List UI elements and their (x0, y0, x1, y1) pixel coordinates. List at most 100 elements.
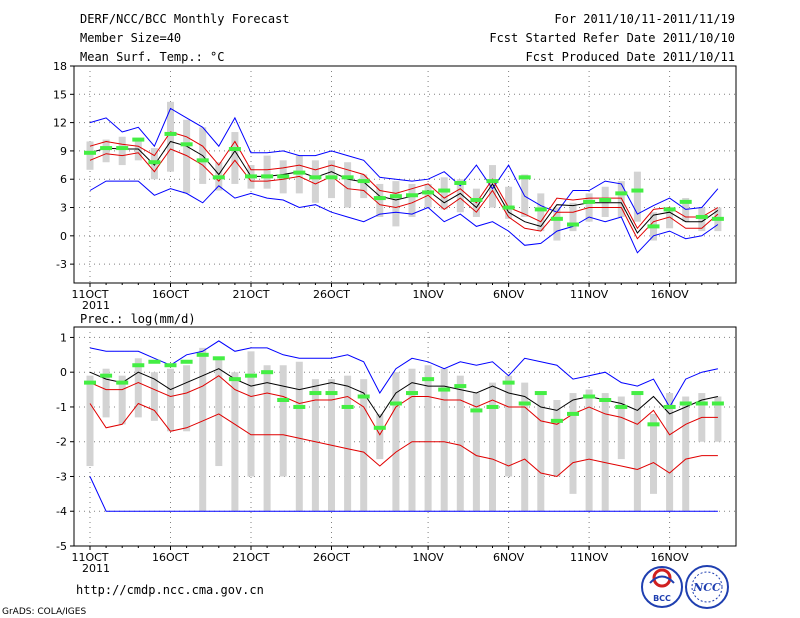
prec-box (295, 361, 303, 512)
prec-median-marker (583, 394, 596, 399)
prec-median-marker (647, 422, 660, 427)
prec-median-marker (663, 404, 676, 409)
temp-median-marker (148, 160, 161, 165)
temp-ytick-label: 15 (53, 88, 67, 101)
prec-box (344, 375, 352, 512)
prec-median-marker (261, 370, 274, 375)
temp-median-marker (389, 194, 402, 199)
temp-year-label: 2011 (82, 299, 110, 312)
prec-median-marker (550, 418, 563, 423)
temp-box (231, 132, 239, 184)
temp-box (183, 119, 191, 194)
temp-median-marker (647, 224, 660, 229)
temp-ytick-label: -3 (56, 258, 67, 271)
prec-box (86, 375, 94, 467)
source-url: http://cmdp.ncc.cma.gov.cn (76, 583, 264, 597)
temp-box (118, 136, 126, 166)
temp-box (633, 171, 641, 222)
prec-series-upper-spread (89, 375, 718, 436)
ncc-logo-text: NCC (692, 581, 721, 594)
prec-series-ensemble-mean (89, 368, 719, 419)
prec-xtick-label: 11OCT (71, 551, 108, 564)
prec-median-marker (164, 363, 177, 368)
prec-median-marker (212, 356, 225, 361)
prec-ytick-label: 1 (60, 331, 67, 344)
temp-box (376, 183, 384, 217)
temperature-panel: -3 0 3 6 9 12 15 18 11OCT 16OCT 21OCT 26OCT 1NOV 6NOV… (53, 60, 737, 312)
prec-box (199, 347, 207, 512)
produced-date: Fcst Produced Date 2011/10/11 (525, 50, 735, 64)
prec-median-marker (695, 401, 708, 406)
prec-box (134, 358, 142, 418)
prec-frame (73, 326, 737, 547)
prec-median-marker (357, 394, 370, 399)
temp-median-marker (695, 214, 708, 219)
prec-series-lower-spread (89, 402, 718, 478)
prec-ytick-label: -4 (56, 505, 67, 518)
temp-median-marker (615, 191, 628, 196)
prec-xtick-label: 16NOV (650, 551, 689, 564)
chart-title: DERF/NCC/BCC Monthly Forecast (80, 12, 290, 26)
prec-median-marker (341, 404, 354, 409)
temp-series-ensemble-mean (89, 140, 719, 234)
temp-box (537, 193, 545, 232)
temp-median-marker (245, 174, 257, 179)
member-size: Member Size=40 (80, 31, 181, 45)
temp-box (698, 207, 706, 232)
temp-median-marker (406, 193, 418, 198)
prec-median-marker (502, 380, 515, 385)
prec-box (601, 393, 609, 512)
temp-median-marker (293, 170, 306, 175)
temp-xtick-label: 16OCT (152, 288, 189, 301)
prec-median-marker (406, 391, 418, 396)
temp-box (344, 162, 352, 208)
temp-series-ensemble-maximum (89, 180, 719, 254)
temp-median-marker (534, 207, 547, 212)
prec-xtick-label: 11NOV (570, 551, 609, 564)
temp-median-marker (583, 199, 596, 204)
prec-box (311, 379, 319, 512)
prec-box (714, 396, 722, 442)
variable-label: Mean Surf. Temp.: °C (80, 50, 225, 64)
prec-box (279, 365, 287, 477)
prec-box (376, 413, 384, 460)
temp-median-marker (422, 190, 435, 195)
prec-ytick-label: -2 (56, 436, 67, 449)
temp-median-marker (180, 142, 193, 147)
temp-median-marker (486, 179, 499, 184)
temp-series-ensemble-minimum (89, 107, 719, 215)
prec-box (247, 351, 255, 477)
prec-box (553, 400, 561, 477)
temp-median-marker (325, 175, 338, 180)
temp-median-marker (502, 205, 515, 210)
temp-xtick-label: 26OCT (313, 288, 350, 301)
prec-median-marker (599, 398, 612, 402)
temp-xtick-label: 16NOV (650, 288, 689, 301)
prec-ytick-label: -1 (56, 401, 67, 414)
temp-median-marker (567, 222, 579, 227)
temp-ytick-label: 0 (60, 230, 67, 243)
prec-box (456, 375, 464, 512)
ncc-logo: NCC (685, 565, 729, 609)
temp-xtick-label: 11OCT (71, 288, 108, 301)
prec-median-marker (567, 411, 579, 416)
prec-box (633, 393, 641, 512)
temp-median-marker (341, 175, 354, 180)
prec-box (150, 372, 158, 421)
prec-median-marker (196, 352, 209, 357)
prec-box (440, 368, 448, 512)
temp-median-marker (663, 207, 676, 212)
prec-median-marker (534, 391, 547, 396)
started-date: Fcst Started Refer Date 2011/10/10 (489, 31, 735, 45)
prec-year-label: 2011 (82, 562, 110, 575)
prec-median-marker (180, 359, 193, 364)
temp-median-marker (228, 147, 241, 152)
temp-box (167, 101, 174, 172)
prec-median-marker (711, 401, 724, 406)
bcc-logo: BCC (641, 566, 683, 608)
prec-median-marker (148, 359, 161, 364)
temp-median-marker (196, 158, 209, 163)
temp-median-marker (454, 180, 467, 185)
temp-box (263, 155, 271, 189)
